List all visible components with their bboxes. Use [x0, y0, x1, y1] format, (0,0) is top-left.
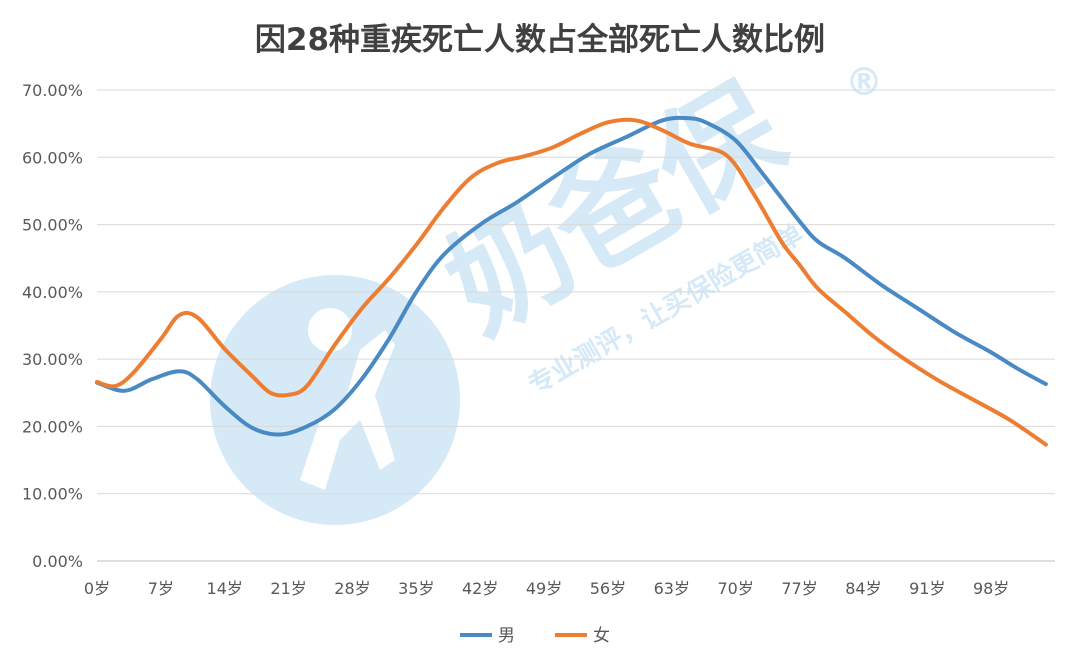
legend-label: 女 — [593, 626, 610, 646]
series-lines — [95, 115, 1048, 447]
y-tick-label: 0.00% — [32, 552, 83, 571]
x-tick-label: 7岁 — [148, 579, 174, 598]
x-tick-label: 98岁 — [973, 579, 1009, 598]
x-tick-label: 49岁 — [526, 579, 562, 598]
series-line-女 — [95, 117, 1048, 447]
x-tick-label: 14岁 — [207, 579, 243, 598]
watermark-brand: 奶爸保 — [425, 59, 807, 360]
x-tick-label: 42岁 — [462, 579, 498, 598]
x-tick-label: 84岁 — [845, 579, 881, 598]
y-axis: 0.00% 10.00% 20.00% 30.00% 40.00% 50.00% 60.00… — [22, 81, 83, 571]
y-tick-label: 30.00% — [22, 350, 83, 369]
x-tick-label: 91岁 — [909, 579, 945, 598]
legend: 男女 — [460, 626, 610, 646]
x-axis: 0岁 7岁 14岁 21岁 28岁 35岁 42岁 49岁 56岁 63岁 70岁 77岁 84岁 91岁… — [84, 579, 1009, 598]
y-tick-label: 20.00% — [22, 417, 83, 436]
x-tick-label: 63岁 — [654, 579, 690, 598]
grid-lines — [97, 89, 1055, 562]
y-tick-label: 40.00% — [22, 283, 83, 302]
legend-label: 男 — [498, 626, 515, 646]
series-line-男 — [95, 115, 1048, 437]
x-tick-label: 21岁 — [270, 579, 306, 598]
watermark-figure-head — [308, 308, 352, 352]
y-tick-label: 70.00% — [22, 81, 83, 100]
y-tick-label: 60.00% — [22, 148, 83, 167]
x-tick-label: 56岁 — [590, 579, 626, 598]
watermark-circle — [210, 275, 460, 525]
watermark-figure — [300, 330, 395, 490]
x-tick-label: 28岁 — [334, 579, 370, 598]
y-tick-label: 50.00% — [22, 216, 83, 235]
watermark-registered: ® — [845, 60, 883, 104]
x-tick-label: 0岁 — [84, 579, 110, 598]
y-tick-label: 10.00% — [22, 485, 83, 504]
x-tick-label: 35岁 — [398, 579, 434, 598]
chart-title: 因28种重疾死亡人数占全部死亡人数比例 — [254, 22, 826, 58]
x-tick-label: 77岁 — [781, 579, 817, 598]
x-tick-label: 70岁 — [717, 579, 753, 598]
